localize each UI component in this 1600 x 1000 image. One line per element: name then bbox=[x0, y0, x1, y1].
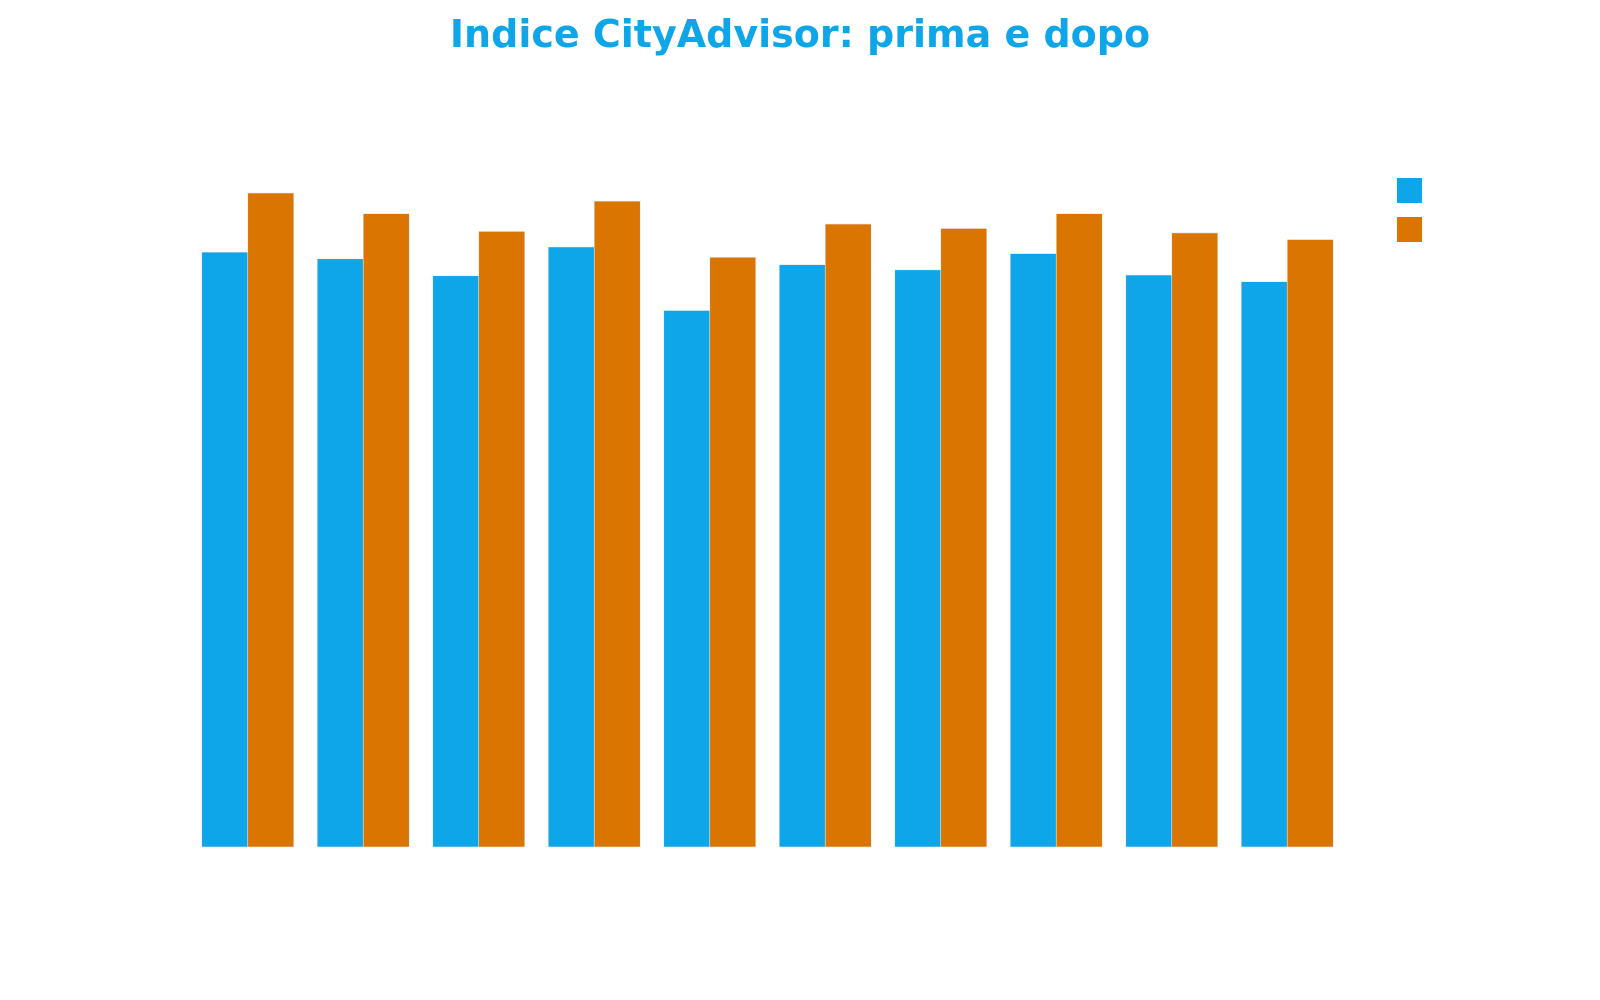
bar-series-2-group-10 bbox=[1286, 239, 1334, 848]
bar-series-1-group-1 bbox=[201, 251, 249, 848]
bars-group bbox=[201, 192, 1334, 848]
bar-series-2-group-2 bbox=[362, 213, 410, 848]
bar-series-1-group-6 bbox=[778, 264, 826, 848]
bar-series-1-group-8 bbox=[1009, 253, 1057, 848]
legend bbox=[1397, 178, 1422, 242]
bar-series-1-group-3 bbox=[432, 275, 480, 848]
bar-series-1-group-7 bbox=[894, 269, 942, 848]
bar-series-1-group-5 bbox=[663, 310, 711, 848]
bar-series-2-group-3 bbox=[478, 231, 526, 848]
bar-series-1-group-4 bbox=[547, 246, 595, 848]
bar-series-1-group-9 bbox=[1125, 274, 1173, 848]
chart-title: Indice CityAdvisor: prima e dopo bbox=[449, 12, 1151, 56]
bar-series-2-group-7 bbox=[940, 228, 988, 848]
legend-swatch-series-1 bbox=[1397, 178, 1422, 203]
bar-series-1-group-2 bbox=[316, 258, 364, 848]
bar-series-1-group-10 bbox=[1240, 281, 1288, 848]
bar-series-2-group-6 bbox=[824, 223, 872, 848]
bar-series-2-group-5 bbox=[709, 256, 757, 848]
legend-swatch-series-2 bbox=[1397, 217, 1422, 242]
bar-series-2-group-8 bbox=[1055, 213, 1103, 848]
bar-series-2-group-4 bbox=[593, 200, 641, 848]
bar-series-2-group-9 bbox=[1171, 232, 1219, 848]
bar-series-2-group-1 bbox=[247, 192, 295, 848]
